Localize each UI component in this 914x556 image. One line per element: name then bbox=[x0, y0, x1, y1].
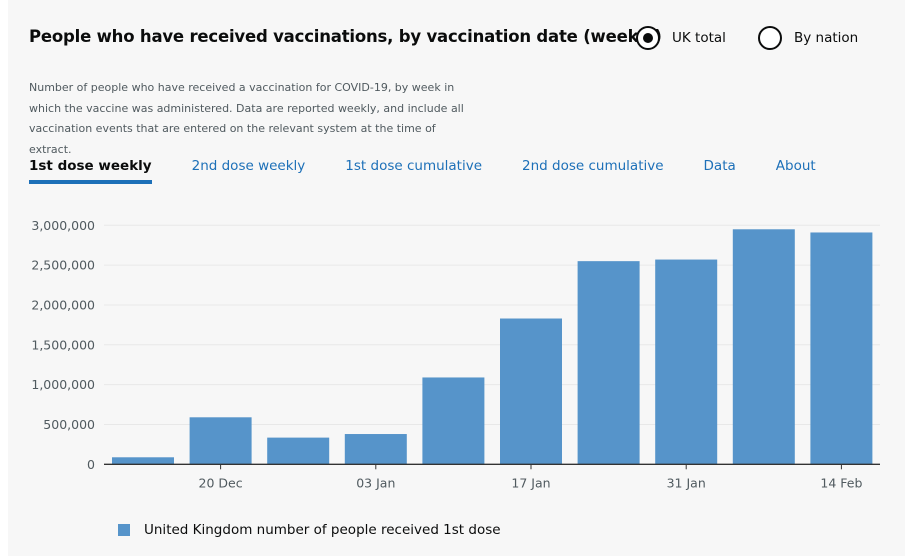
legend-swatch bbox=[118, 524, 130, 536]
bar bbox=[500, 318, 562, 465]
tab-1st-dose-weekly[interactable]: 1st dose weekly bbox=[29, 158, 152, 184]
bar bbox=[344, 434, 407, 465]
x-tick-label: 20 Dec bbox=[199, 475, 243, 490]
x-tick-label: 14 Feb bbox=[820, 475, 862, 490]
bar bbox=[810, 232, 873, 465]
bar bbox=[655, 259, 718, 465]
radio-label: By nation bbox=[794, 30, 859, 46]
bar bbox=[577, 261, 640, 465]
radio-checked-icon bbox=[636, 26, 660, 50]
x-tick-label: 31 Jan bbox=[667, 475, 706, 490]
radio-by-nation[interactable]: By nation bbox=[758, 26, 858, 50]
tab-about[interactable]: About bbox=[775, 158, 816, 174]
y-tick-label: 2,000,000 bbox=[31, 297, 95, 312]
legend: United Kingdom number of people received… bbox=[118, 522, 501, 538]
chart-description: Number of people who have received a vac… bbox=[29, 81, 464, 156]
radio-label: UK total bbox=[672, 30, 726, 46]
bar bbox=[189, 417, 252, 465]
bar bbox=[112, 457, 174, 465]
radio-unchecked-icon bbox=[758, 26, 782, 50]
y-tick-label: 2,500,000 bbox=[31, 258, 95, 273]
y-tick-label: 0 bbox=[87, 457, 95, 472]
bar bbox=[732, 229, 795, 465]
y-tick-label: 1,500,000 bbox=[31, 337, 95, 352]
bar bbox=[267, 437, 330, 465]
y-tick-label: 500,000 bbox=[43, 417, 95, 432]
y-tick-label: 3,000,000 bbox=[31, 218, 95, 233]
tab-2nd-dose-weekly[interactable]: 2nd dose weekly bbox=[191, 158, 306, 174]
tab-1st-dose-cumulative[interactable]: 1st dose cumulative bbox=[345, 158, 483, 174]
x-tick-label: 03 Jan bbox=[356, 475, 395, 490]
tab-2nd-dose-cumulative[interactable]: 2nd dose cumulative bbox=[522, 158, 664, 174]
bar bbox=[422, 377, 485, 465]
radio-uk-total[interactable]: UK total bbox=[636, 26, 726, 50]
tab-data[interactable]: Data bbox=[703, 158, 736, 174]
chart-tabs: 1st dose weekly 2nd dose weekly 1st dose… bbox=[29, 158, 856, 184]
x-tick-label: 17 Jan bbox=[511, 475, 550, 490]
y-tick-label: 1,000,000 bbox=[31, 377, 95, 392]
legend-label: United Kingdom number of people received… bbox=[144, 522, 501, 538]
chart-title: People who have received vaccinations, b… bbox=[29, 27, 662, 46]
